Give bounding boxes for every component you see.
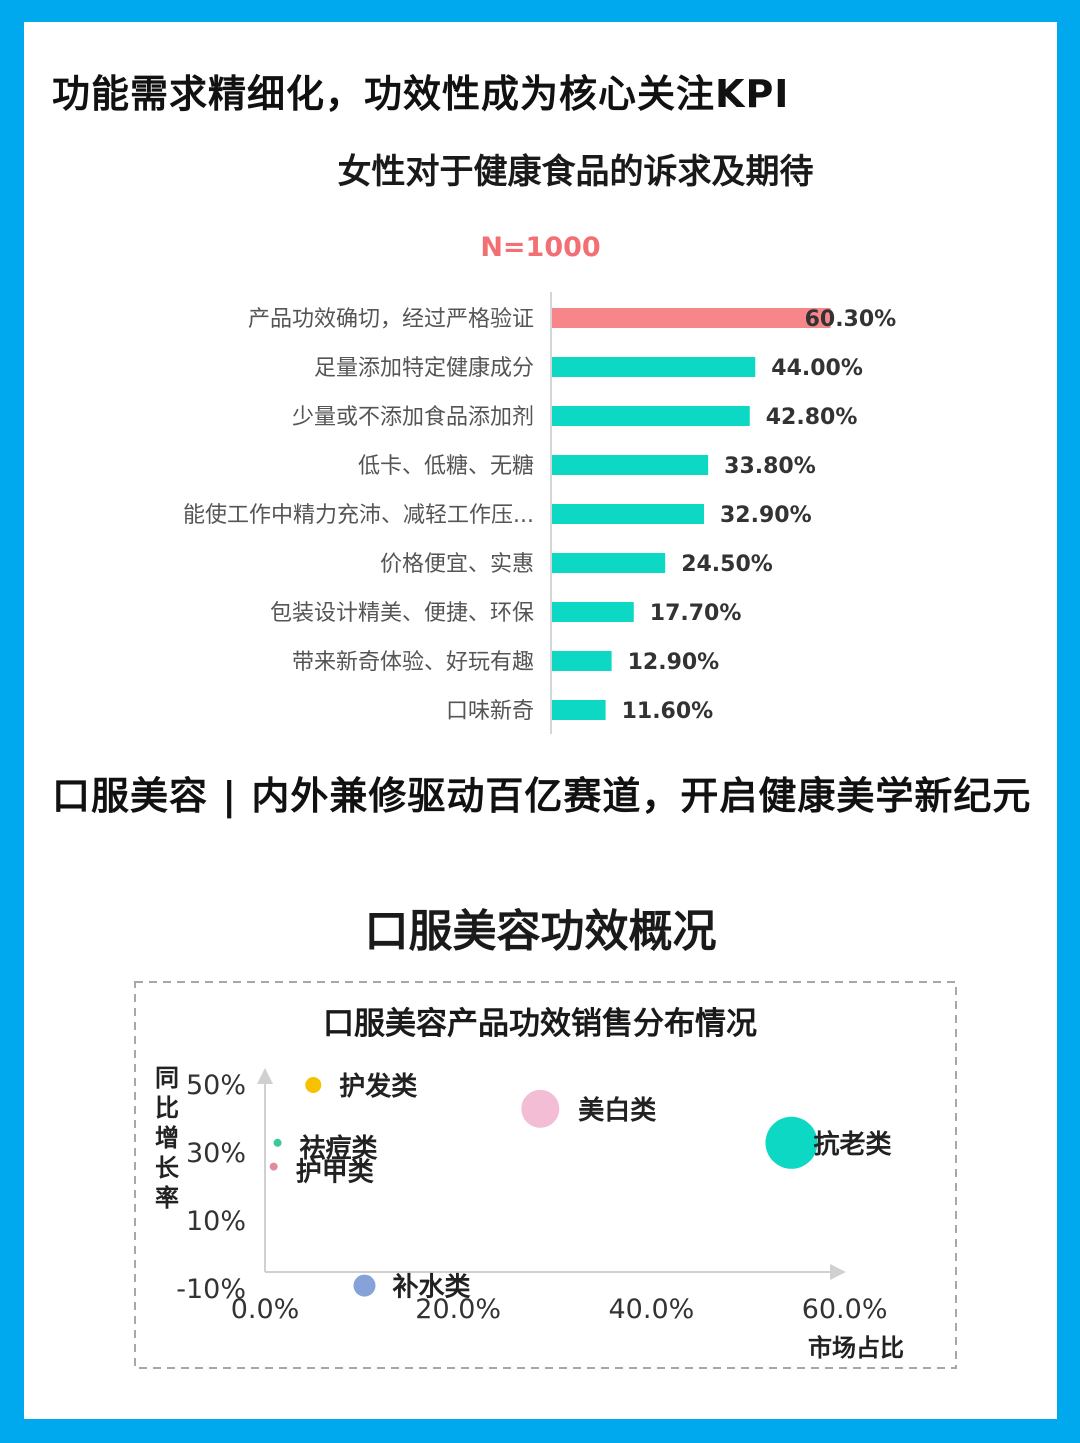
bar [552, 308, 831, 328]
bar-category-label: 少量或不添加食品添加剂 [292, 405, 534, 430]
bar-value-label: 12.90% [628, 650, 720, 675]
bar-value-label: 11.60% [622, 699, 714, 724]
bubble [273, 1138, 282, 1147]
bar-value-label: 60.30% [805, 307, 897, 332]
bubble [305, 1077, 322, 1093]
bar-category-label: 包装设计精美、便捷、环保 [270, 601, 534, 626]
bubble-label: 补水类 [392, 1273, 470, 1303]
bubble-chart-title: 口服美容功效概况 [364, 906, 717, 957]
bubble-chart: 口服美容产品功效销售分布情况 -10% 10% 30% 50% 0.0% 20.0% 40.0… [134, 981, 957, 1369]
bar-chart: 产品功效确切，经过严格验证 60.30% 足量添加特定健康成分 44.00% 少量或不添… [183, 292, 897, 734]
bar [552, 651, 612, 671]
bar-value-label: 17.70% [650, 601, 742, 626]
x-tick-label: 20.0% [415, 1294, 501, 1325]
y-tick-label: 50% [186, 1070, 246, 1101]
x-axis-title: 市场占比 [808, 1334, 904, 1362]
bar [552, 504, 704, 524]
bubble-label: 祛痘类 [300, 1133, 378, 1164]
bubble [521, 1089, 560, 1128]
bar-value-label: 24.50% [681, 552, 773, 577]
section2-heading: 口服美容 | 内外兼修驱动百亿赛道，开启健康美学新纪元 [52, 774, 1032, 818]
bar-category-label: 口味新奇 [446, 699, 534, 724]
x-tick-label: 60.0% [802, 1294, 888, 1325]
bar-value-label: 33.80% [724, 454, 816, 479]
bubble-label: 美白类 [578, 1095, 656, 1126]
bubble-label: 护发类 [339, 1071, 417, 1102]
bar-category-label: 低卡、低糖、无糖 [358, 454, 534, 479]
bar-chart-title: 女性对于健康食品的诉求及期待 [337, 152, 814, 192]
bar [552, 357, 756, 377]
bar-chart-subtitle: N=1000 [480, 232, 601, 263]
bar-category-label: 能使工作中精力充沛、减轻工作压... [183, 503, 534, 528]
bubble [353, 1274, 376, 1297]
bubble [269, 1162, 278, 1171]
y-tick-label: 10% [186, 1206, 246, 1237]
bar-value-label: 42.80% [766, 405, 858, 430]
y-axis-arrow [257, 1068, 273, 1084]
bar-category-label: 价格便宜、实惠 [380, 552, 534, 577]
x-tick-label: 40.0% [609, 1294, 695, 1325]
x-tick-label: 0.0% [231, 1294, 300, 1325]
bar [552, 700, 606, 720]
y-tick-label: -10% [176, 1274, 246, 1305]
bar [552, 602, 634, 622]
bubble-chart-frame [134, 981, 957, 1369]
bubble [765, 1116, 818, 1169]
bar-category-label: 足量添加特定健康成分 [314, 356, 534, 381]
bubble-chart-subtitle: 口服美容产品功效销售分布情况 [323, 1006, 757, 1042]
bar-value-label: 44.00% [771, 356, 863, 381]
bar [552, 455, 709, 475]
y-tick-label: 30% [186, 1138, 246, 1169]
x-axis-arrow [830, 1264, 846, 1280]
bar-value-label: 32.90% [720, 503, 812, 528]
bar-category-label: 带来新奇体验、好玩有趣 [292, 650, 534, 675]
bar-category-label: 产品功效确切，经过严格验证 [248, 307, 534, 332]
y-axis-title: 同比增长率 [155, 1064, 180, 1212]
content-card: 功能需求精细化，功效性成为核心关注KPI 女性对于健康食品的诉求及期待 N=10… [24, 22, 1057, 1419]
bar [552, 406, 750, 426]
section1-heading: 功能需求精细化，功效性成为核心关注KPI [52, 72, 790, 116]
bubble-label: 抗老类 [813, 1129, 891, 1160]
bubble-label: 护甲类 [296, 1158, 374, 1188]
bar [552, 553, 666, 573]
